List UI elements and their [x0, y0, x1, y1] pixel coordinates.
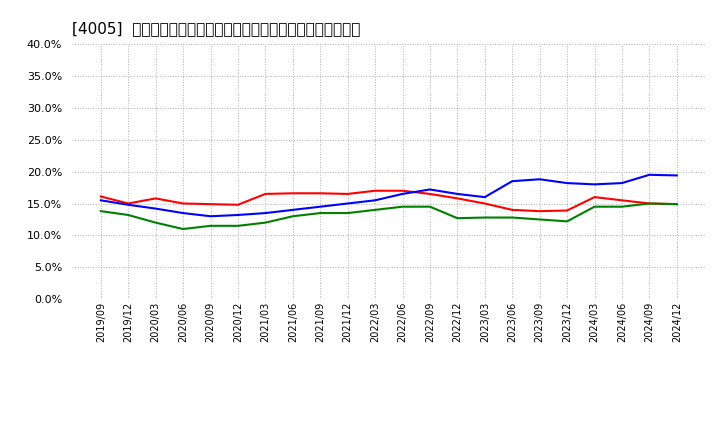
売上債権	[96, 194, 105, 199]
買入債務	[536, 217, 544, 222]
買入債務	[618, 204, 626, 209]
買入債務	[453, 216, 462, 221]
Line: 買入債務: 買入債務	[101, 203, 677, 229]
買入債務	[343, 210, 352, 216]
売上債権	[179, 201, 187, 206]
売上債権	[672, 202, 681, 207]
買入債務	[480, 215, 489, 220]
買入債務	[233, 223, 242, 228]
在庫	[151, 206, 160, 211]
買入債務	[371, 207, 379, 213]
在庫	[206, 214, 215, 219]
買入債務	[645, 201, 654, 206]
在庫	[618, 180, 626, 186]
売上債権	[398, 188, 407, 194]
売上債権	[233, 202, 242, 207]
Text: [4005]  売上債権、在庫、買入債務の総資産に対する比率の推移: [4005] 売上債権、在庫、買入債務の総資産に対する比率の推移	[72, 21, 361, 36]
買入債務	[398, 204, 407, 209]
在庫	[124, 202, 132, 207]
買入債務	[124, 213, 132, 218]
売上債権	[645, 201, 654, 206]
在庫	[233, 213, 242, 218]
在庫	[96, 198, 105, 203]
買入債務	[179, 226, 187, 231]
在庫	[508, 179, 516, 184]
Legend: 売上債権, 在庫, 買入債務: 売上債権, 在庫, 買入債務	[253, 438, 524, 440]
買入債務	[426, 204, 434, 209]
買入債務	[563, 219, 572, 224]
買入債務	[289, 214, 297, 219]
在庫	[343, 201, 352, 206]
在庫	[398, 191, 407, 197]
売上債権	[206, 202, 215, 207]
買入債務	[206, 223, 215, 228]
在庫	[179, 210, 187, 216]
在庫	[316, 204, 325, 209]
売上債権	[480, 201, 489, 206]
売上債権	[590, 194, 599, 200]
売上債権	[536, 209, 544, 214]
売上債権	[508, 207, 516, 213]
在庫	[536, 176, 544, 182]
在庫	[261, 210, 270, 216]
在庫	[289, 207, 297, 213]
在庫	[645, 172, 654, 177]
買入債務	[316, 210, 325, 216]
売上債権	[618, 198, 626, 203]
売上債権	[371, 188, 379, 194]
在庫	[426, 187, 434, 192]
在庫	[563, 180, 572, 186]
売上債権	[261, 191, 270, 197]
売上債権	[316, 191, 325, 196]
在庫	[371, 198, 379, 203]
売上債権	[289, 191, 297, 196]
買入債務	[508, 215, 516, 220]
売上債権	[426, 191, 434, 197]
Line: 在庫: 在庫	[101, 175, 677, 216]
在庫	[590, 182, 599, 187]
在庫	[480, 194, 489, 200]
買入債務	[96, 209, 105, 214]
売上債権	[563, 208, 572, 213]
買入債務	[151, 220, 160, 225]
売上債権	[124, 201, 132, 206]
在庫	[453, 191, 462, 197]
買入債務	[672, 202, 681, 207]
在庫	[672, 173, 681, 178]
売上債権	[151, 196, 160, 201]
売上債権	[453, 196, 462, 201]
買入債務	[590, 204, 599, 209]
Line: 売上債権: 売上債権	[101, 191, 677, 211]
売上債権	[343, 191, 352, 197]
買入債務	[261, 220, 270, 225]
